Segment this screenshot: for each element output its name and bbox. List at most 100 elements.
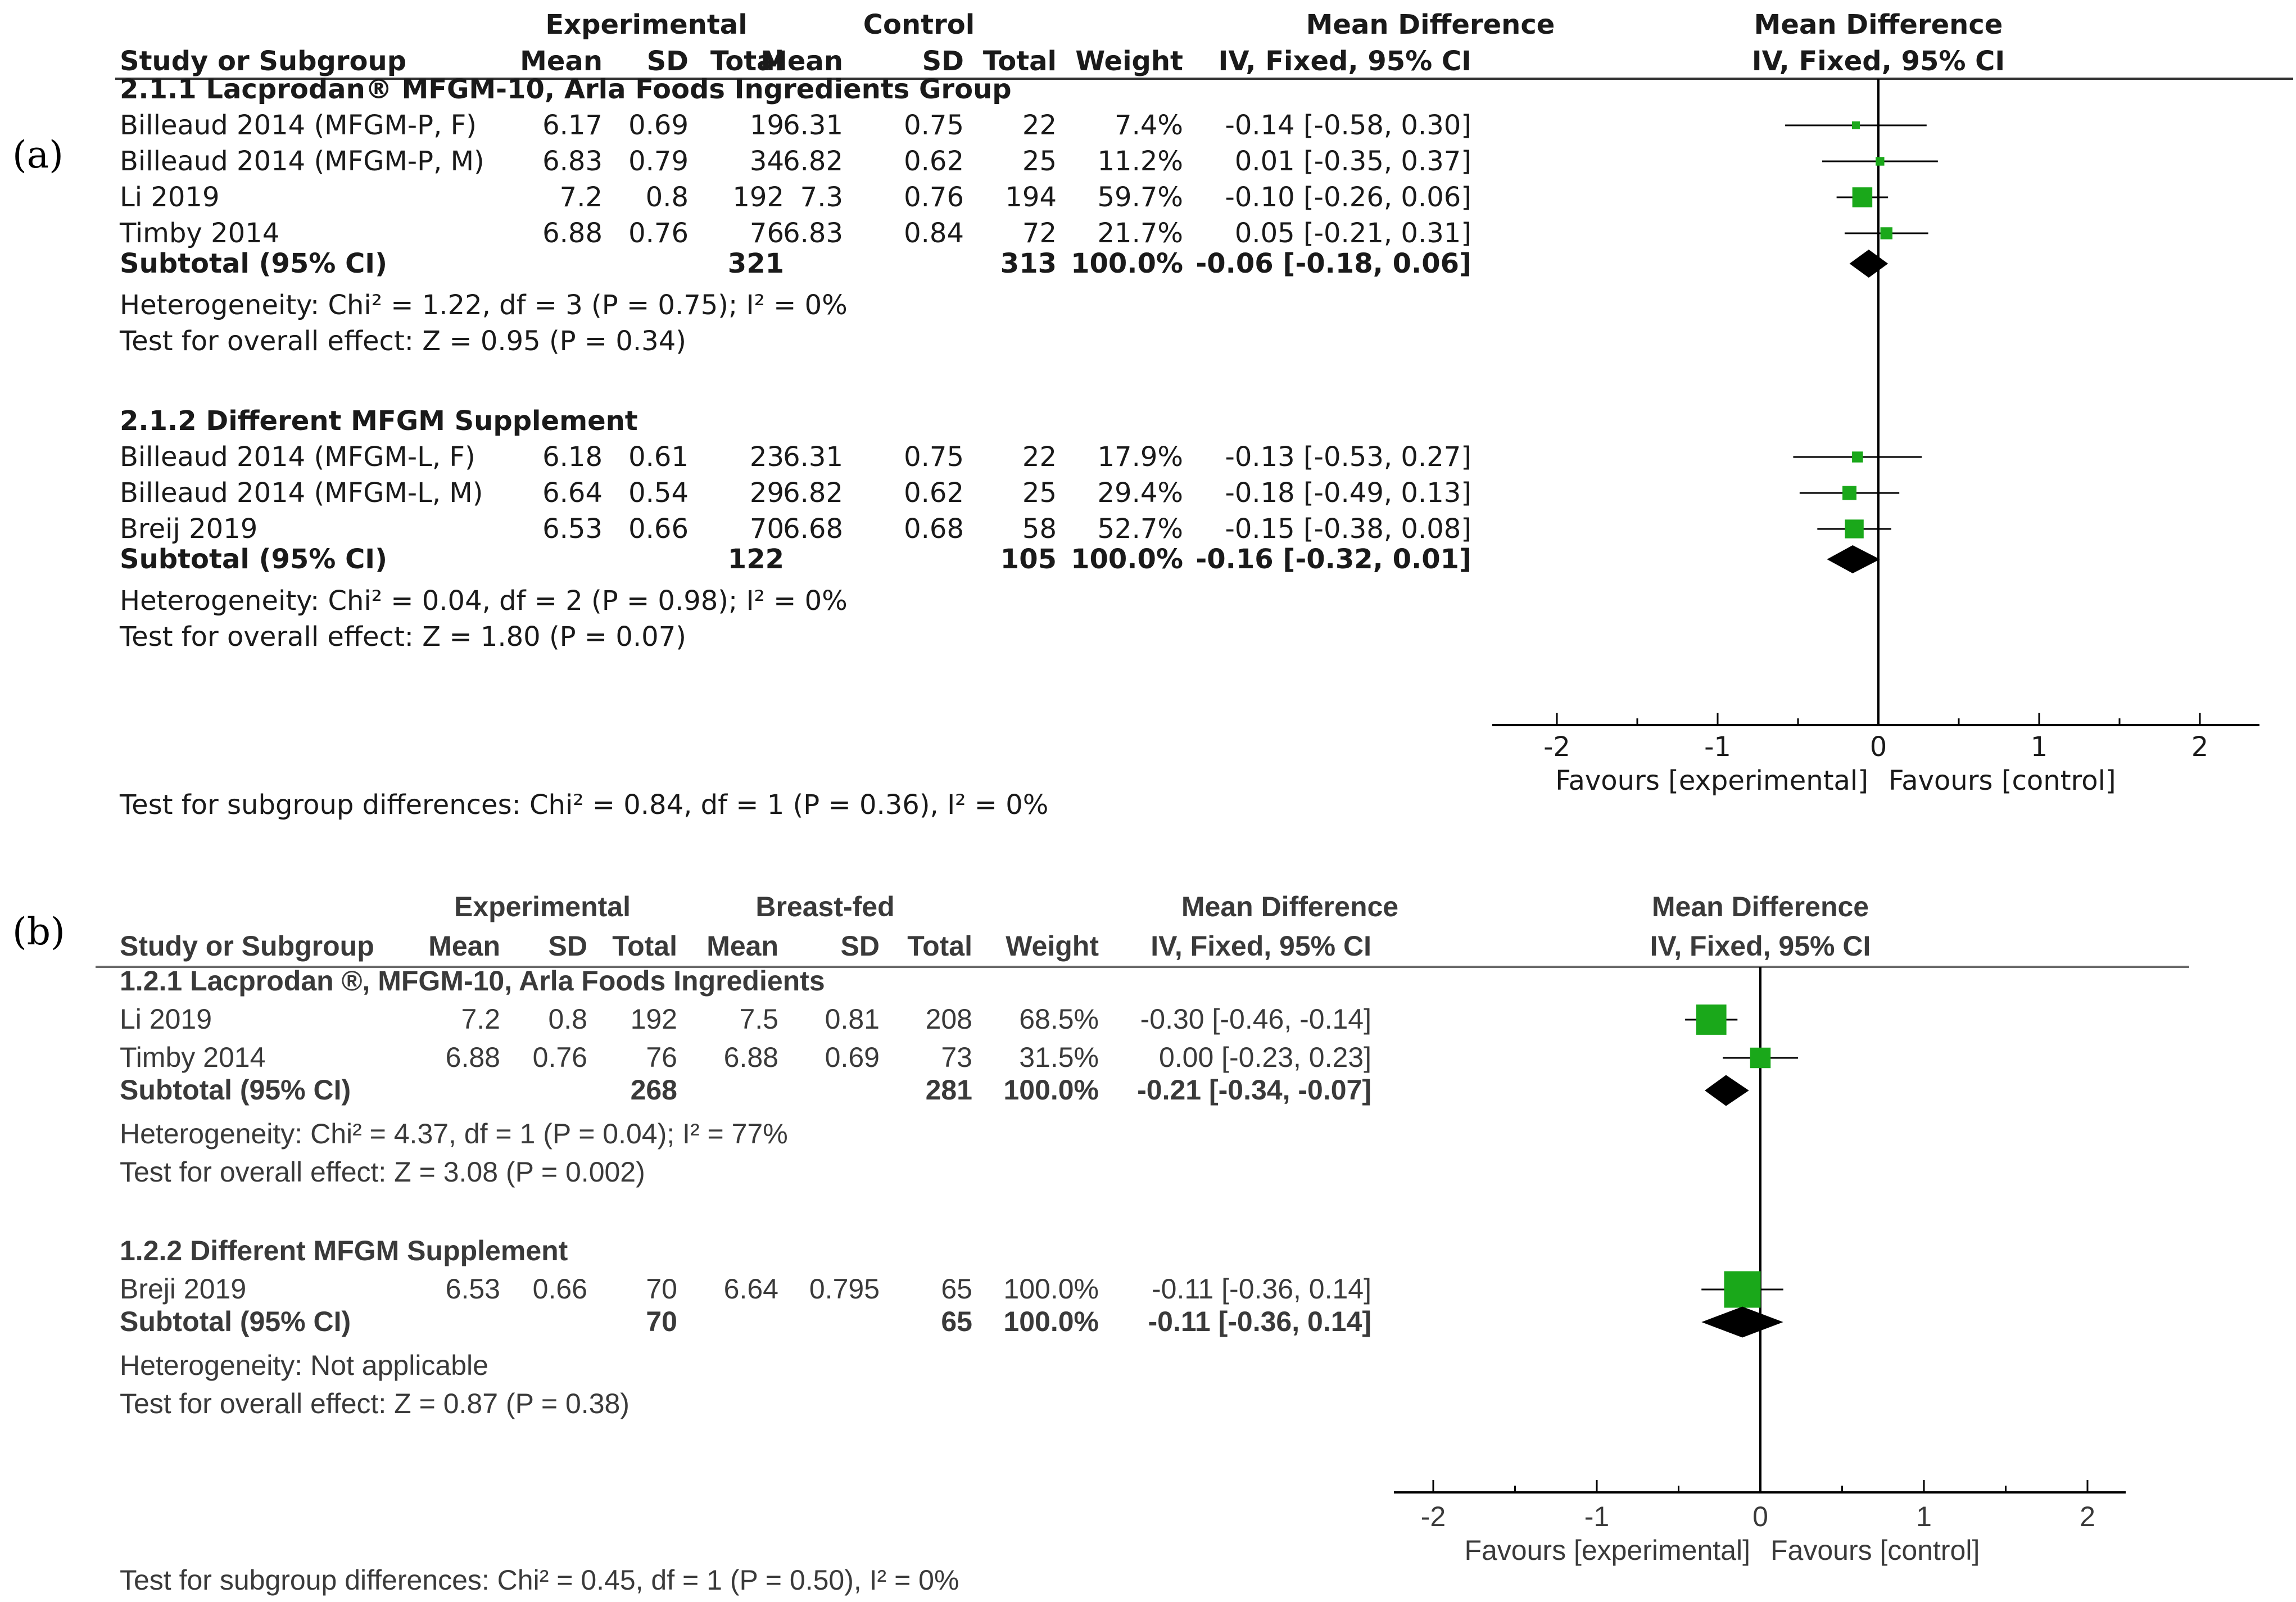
exp-sd: 0.54: [628, 477, 689, 509]
study-effect-marker: [1880, 227, 1893, 239]
study-name: Timby 2014: [120, 1042, 265, 1073]
mean-difference-header: Mean Difference: [1306, 9, 1555, 40]
overall-effect-text: Test for overall effect: Z = 0.87 (P = 0…: [120, 1388, 630, 1419]
panel-label: (a): [12, 133, 64, 177]
overall-effect-text: Test for overall effect: Z = 1.80 (P = 0…: [119, 621, 686, 653]
study-weight: 17.9%: [1098, 441, 1183, 473]
ctl-sd: 0.75: [904, 441, 964, 473]
ctl-mean: 6.64: [724, 1273, 778, 1305]
study-effect-marker: [1696, 1004, 1727, 1035]
subtotal-ctl-total: 281: [926, 1074, 972, 1106]
forest-panel-b: (b) Experimental Breast-fed Mean Difference…: [12, 891, 2189, 1596]
weight-header: Weight: [1006, 930, 1099, 962]
exp-total-header: Total: [710, 46, 784, 77]
study-name: Li 2019: [120, 1003, 212, 1035]
favours-experimental-label: Favours [experimental]: [1464, 1535, 1750, 1566]
ctl-sd: 0.795: [809, 1273, 880, 1305]
study-ci-text: -0.15 [-0.38, 0.08]: [1225, 513, 1472, 545]
subtotal-label: Subtotal (95% CI): [120, 248, 387, 279]
subtotal-label: Subtotal (95% CI): [120, 1306, 351, 1337]
ctl-mean: 7.5: [739, 1003, 778, 1035]
ctl-mean: 6.31: [783, 441, 843, 473]
ctl-total-header: Total: [907, 930, 972, 962]
ci-method-header: IV, Fixed, 95% CI: [1151, 930, 1371, 962]
ctl-mean: 6.31: [783, 110, 843, 141]
study-weight: 31.5%: [1019, 1042, 1099, 1073]
study-ci-text: -0.13 [-0.53, 0.27]: [1225, 441, 1472, 473]
heterogeneity-text: Heterogeneity: Not applicable: [120, 1350, 488, 1381]
exp-mean: 7.2: [560, 182, 603, 213]
study-effect-marker: [1724, 1271, 1761, 1308]
ctl-total: 25: [1022, 146, 1057, 177]
ctl-total-header: Total: [983, 46, 1057, 77]
study-name: Breji 2019: [120, 1273, 246, 1305]
study-effect-marker: [1851, 121, 1860, 129]
study-weight: 68.5%: [1019, 1003, 1099, 1035]
subtotal-ci-text: -0.21 [-0.34, -0.07]: [1137, 1074, 1371, 1106]
heterogeneity-text: Heterogeneity: Chi² = 4.37, df = 1 (P = …: [120, 1118, 788, 1150]
subgroup-title: 2.1.1 Lacprodan® MFGM-10, Arla Foods Ing…: [120, 74, 1012, 105]
study-effect-marker: [1852, 187, 1873, 207]
heterogeneity-text: Heterogeneity: Chi² = 0.04, df = 2 (P = …: [120, 585, 848, 617]
subtotal-diamond: [1849, 250, 1889, 278]
subgroup-differences-text: Test for subgroup differences: Chi² = 0.…: [119, 789, 1048, 821]
ctl-sd: 0.76: [904, 182, 964, 213]
exp-sd-header: SD: [647, 46, 689, 77]
subtotal-ctl-total: 105: [1000, 544, 1057, 575]
ctl-mean: 6.83: [783, 218, 843, 249]
subtotal-diamond: [1701, 1306, 1783, 1338]
study-effect-marker: [1750, 1047, 1771, 1069]
study-name: Billeaud 2014 (MFGM-L, F): [120, 441, 475, 473]
x-tick-label: 1: [2031, 731, 2048, 763]
mean-difference-header: Mean Difference: [1181, 891, 1398, 922]
study-effect-marker: [1845, 519, 1864, 538]
exp-total: 23: [750, 441, 784, 473]
overall-effect-text: Test for overall effect: Z = 3.08 (P = 0…: [120, 1156, 645, 1188]
study-ci-text: -0.14 [-0.58, 0.30]: [1225, 110, 1472, 141]
subtotal-weight: 100.0%: [1003, 1306, 1099, 1337]
study-weight: 7.4%: [1115, 110, 1183, 141]
subtotal-ci-text: -0.16 [-0.32, 0.01]: [1195, 544, 1471, 575]
ctl-sd: 0.84: [904, 218, 964, 249]
ctl-mean: 6.82: [783, 146, 843, 177]
exp-total: 29: [750, 477, 784, 509]
ctl-total: 73: [941, 1042, 972, 1073]
subgroup-title: 1.2.2 Different MFGM Supplement: [120, 1235, 568, 1266]
subtotal-ci-text: -0.11 [-0.36, 0.14]: [1148, 1306, 1371, 1337]
exp-mean: 6.17: [542, 110, 603, 141]
study-ci-text: -0.10 [-0.26, 0.06]: [1225, 182, 1472, 213]
ctl-total: 22: [1022, 110, 1057, 141]
ci-method-header: IV, Fixed, 95% CI: [1218, 46, 1471, 77]
ctl-mean-header: Mean: [760, 46, 843, 77]
subgroup-differences-text: Test for subgroup differences: Chi² = 0.…: [120, 1564, 959, 1596]
plot-mean-difference-header: Mean Difference: [1652, 891, 1869, 922]
favours-experimental-label: Favours [experimental]: [1555, 765, 1868, 797]
subtotal-weight: 100.0%: [1003, 1074, 1099, 1106]
x-tick-label: -1: [1704, 731, 1731, 763]
x-tick-label: 0: [1752, 1501, 1768, 1532]
exp-mean: 6.88: [542, 218, 603, 249]
ctl-mean: 6.82: [783, 477, 843, 509]
subtotal-exp-total: 122: [728, 544, 784, 575]
ctl-sd-header: SD: [841, 930, 880, 962]
plot-mean-difference-header: Mean Difference: [1754, 9, 2003, 40]
study-name: Billeaud 2014 (MFGM-P, M): [120, 146, 484, 177]
subtotal-exp-total: 268: [631, 1074, 677, 1106]
exp-total: 34: [750, 146, 784, 177]
weight-header: Weight: [1075, 46, 1183, 77]
exp-sd: 0.76: [533, 1042, 587, 1073]
favours-control-label: Favours [control]: [1889, 765, 2116, 797]
study-column-header: Study or Subgroup: [120, 46, 406, 77]
exp-mean: 6.83: [542, 146, 603, 177]
ctl-sd-header: SD: [922, 46, 964, 77]
study-weight: 29.4%: [1098, 477, 1183, 509]
subtotal-ci-text: -0.06 [-0.18, 0.06]: [1195, 248, 1471, 279]
study-name: Li 2019: [120, 182, 220, 213]
plot-ci-method-header: IV, Fixed, 95% CI: [1650, 930, 1871, 962]
exp-total: 76: [750, 218, 784, 249]
study-effect-marker: [1842, 486, 1856, 500]
overall-effect-text: Test for overall effect: Z = 0.95 (P = 0…: [119, 325, 686, 357]
control-group-header: Control: [863, 9, 975, 40]
exp-mean: 7.2: [461, 1003, 500, 1035]
